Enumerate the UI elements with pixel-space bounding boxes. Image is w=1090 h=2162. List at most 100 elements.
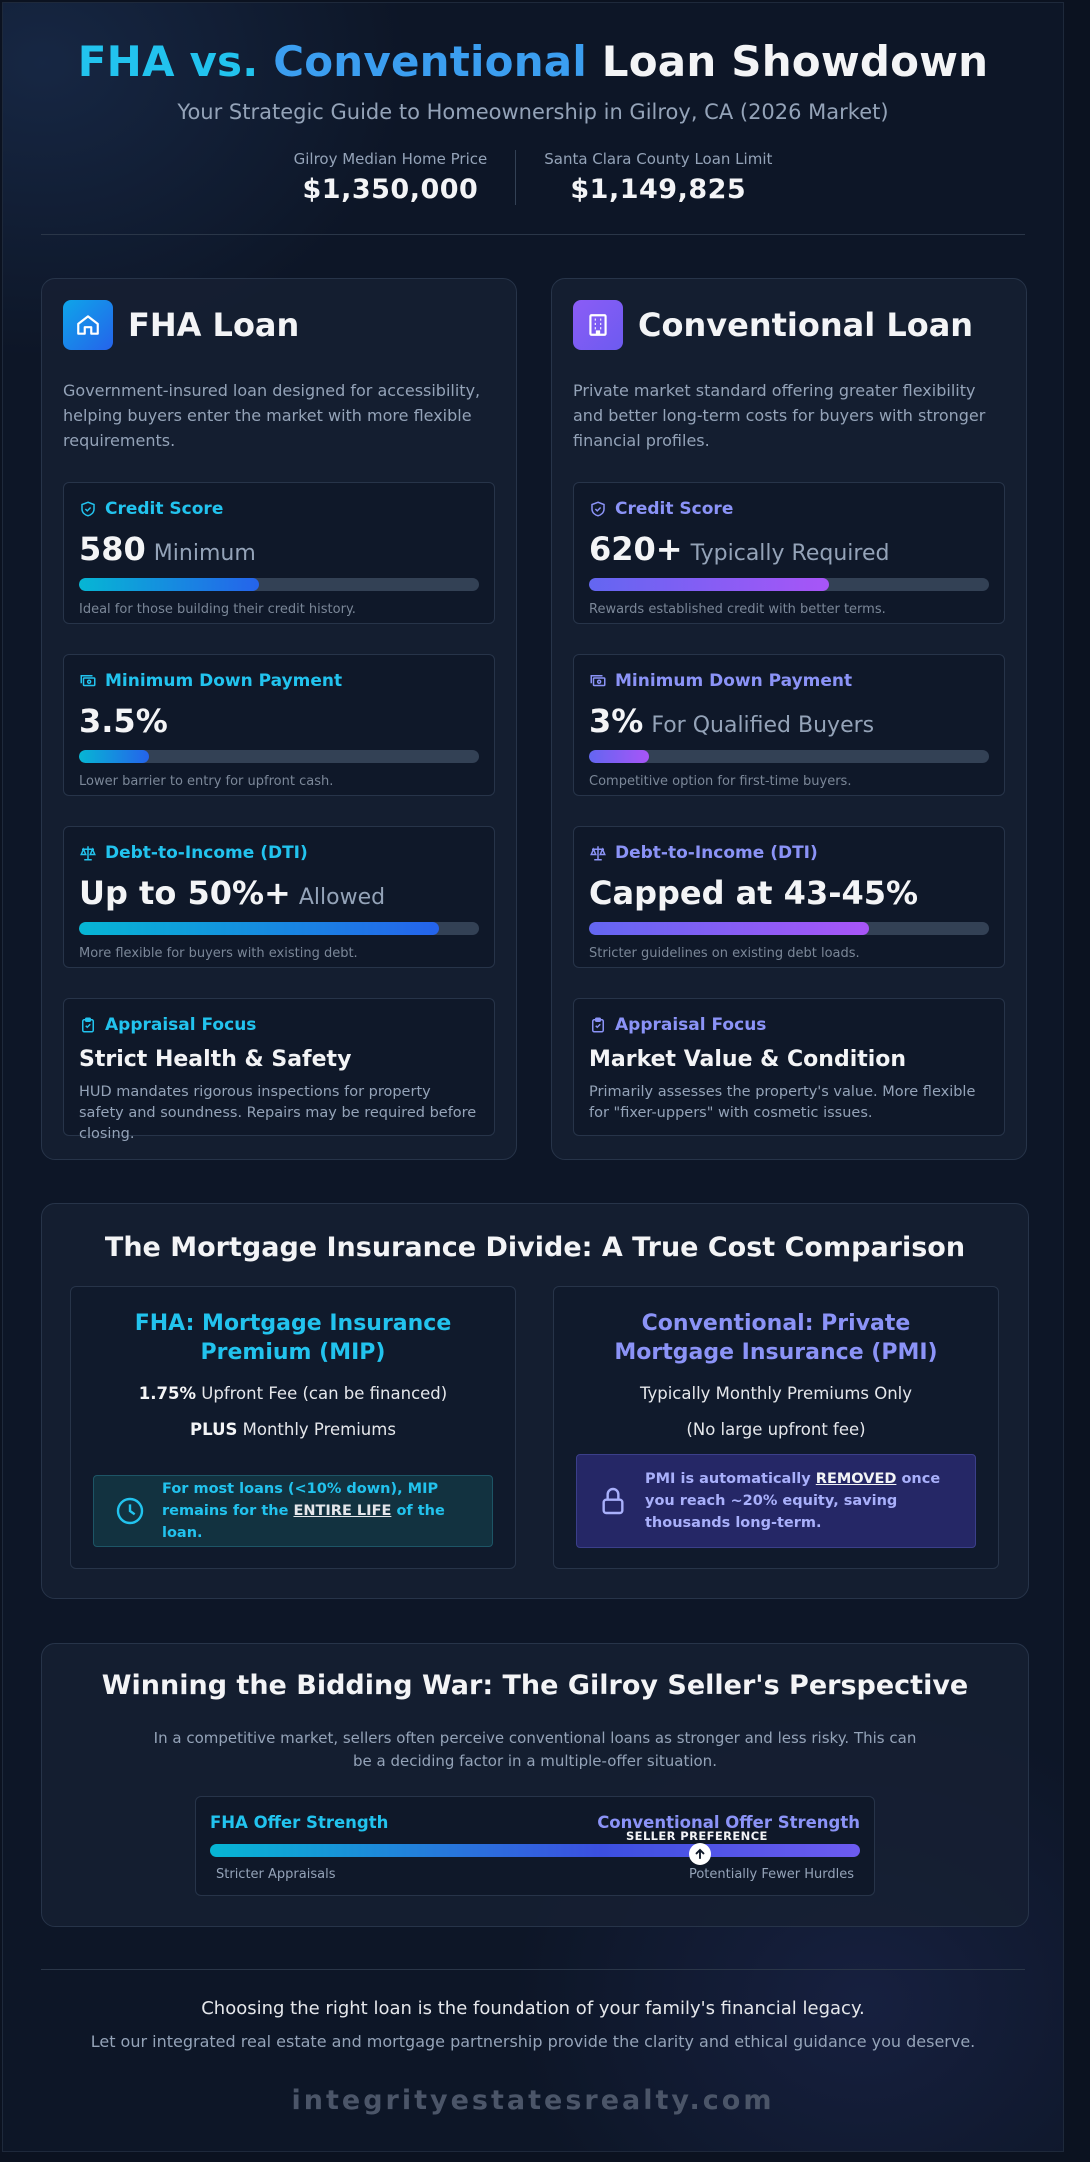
down-payment-bar — [79, 750, 479, 763]
metric-value: 3% For Qualified Buyers — [589, 703, 989, 744]
pmi-line-no-upfront: (No large upfront fee) — [686, 1420, 866, 1439]
metric-note: Stricter guidelines on existing debt loa… — [589, 946, 860, 961]
pmi-callout-b: once you reach ~20% equity, saving thous… — [645, 1471, 941, 1531]
scale-icon — [590, 846, 606, 861]
bidding-panel: Winning the Bidding War: The Gilroy Sell… — [41, 1643, 1029, 1927]
metric-value-text: 620+ — [589, 530, 683, 568]
appraisal-description: Primarily assesses the property's value.… — [589, 1084, 976, 1121]
metric-note: Rewards established credit with better t… — [589, 602, 886, 617]
metric-label: Minimum Down Payment — [79, 671, 479, 691]
pmi-callout-text: PMI is automatically REMOVED once you re… — [645, 1468, 955, 1534]
arrow-up-icon — [695, 1848, 705, 1860]
metric-note: Competitive option for first-time buyers… — [589, 774, 852, 789]
conventional-heading: Conventional Loan — [573, 300, 973, 350]
header: FHA vs. Conventional Loan Showdown Your … — [3, 3, 1063, 205]
down-payment-bar-fill — [589, 750, 649, 763]
metric-label-text: Appraisal Focus — [105, 1015, 257, 1035]
metric-label: Debt-to-Income (DTI) — [79, 843, 479, 863]
metric-label-text: Minimum Down Payment — [105, 671, 343, 691]
metric-suffix: Typically Required — [690, 541, 890, 566]
pmi-callout: PMI is automatically REMOVED once you re… — [576, 1454, 976, 1548]
strength-track — [210, 1844, 860, 1857]
down-payment-bar — [589, 750, 989, 763]
conventional-strength-label: Conventional Offer Strength — [597, 1813, 860, 1832]
metric-label-text: Minimum Down Payment — [615, 671, 853, 691]
fha-description: Government-insured loan designed for acc… — [63, 381, 481, 450]
mip-line-monthly: PLUS Monthly Premiums — [71, 1420, 515, 1439]
stat-median-price: Gilroy Median Home Price $1,350,000 — [266, 150, 516, 205]
dti-bar-fill — [589, 922, 869, 935]
metric-label: Appraisal Focus — [79, 1015, 479, 1035]
fha-column: FHA Loan Government-insured loan designe… — [41, 278, 517, 1160]
stat-value: $1,350,000 — [302, 174, 479, 205]
mip-callout-emphasis: ENTIRE LIFE — [293, 1503, 392, 1519]
conventional-credit-card: Credit Score 620+ Typically Required Rewa… — [573, 482, 1005, 624]
mip-title: FHA: Mortgage Insurance Premium (MIP) — [134, 1311, 452, 1365]
metric-label-text: Credit Score — [105, 499, 224, 519]
fha-strength-label: FHA Offer Strength — [210, 1813, 389, 1832]
mip-plus: PLUS — [190, 1420, 238, 1439]
seller-preference-marker — [689, 1843, 711, 1865]
metric-note: More flexible for buyers with existing d… — [79, 946, 358, 961]
clipboard-check-icon — [592, 1017, 604, 1033]
page-title: FHA vs. Conventional Loan Showdown — [3, 37, 1063, 86]
metric-label: Appraisal Focus — [589, 1015, 989, 1035]
website-link[interactable]: integrityestatesrealty.com — [291, 2085, 775, 2116]
seller-preference-tag: SELLER PREFERENCE — [626, 1829, 768, 1843]
mip-upfront-text: Upfront Fee (can be financed) — [201, 1384, 448, 1403]
scale-icon — [80, 846, 96, 861]
metric-value: 580 Minimum — [79, 531, 479, 572]
metric-value: 3.5% — [79, 703, 479, 744]
appraisal-description: HUD mandates rigorous inspections for pr… — [79, 1084, 477, 1142]
fha-mip-card: FHA: Mortgage Insurance Premium (MIP) 1.… — [70, 1286, 516, 1569]
credit-bar — [589, 578, 989, 591]
divider — [41, 234, 1025, 235]
credit-bar-fill — [79, 578, 259, 591]
conventional-down-payment-card: Minimum Down Payment 3% For Qualified Buy… — [573, 654, 1005, 796]
pmi-callout-a: PMI is automatically — [645, 1471, 811, 1487]
bidding-description: In a competitive market, sellers often p… — [153, 1729, 917, 1770]
metric-label-text: Credit Score — [615, 499, 734, 519]
footer-tagline: Choosing the right loan is the foundatio… — [201, 1998, 865, 2019]
metric-label-text: Appraisal Focus — [615, 1015, 767, 1035]
pmi-callout-emphasis: REMOVED — [815, 1471, 897, 1487]
metric-value: Capped at 43-45% — [589, 875, 989, 916]
stat-value: $1,149,825 — [570, 174, 747, 205]
metric-label: Minimum Down Payment — [589, 671, 989, 691]
metric-label-text: Debt-to-Income (DTI) — [615, 843, 818, 863]
metric-suffix: Minimum — [153, 541, 256, 566]
metric-value: Up to 50%+ Allowed — [79, 875, 479, 916]
metric-label: Debt-to-Income (DTI) — [589, 843, 989, 863]
metric-note: Ideal for those building their credit hi… — [79, 602, 356, 617]
conventional-pmi-card: Conventional: Private Mortgage Insurance… — [553, 1286, 999, 1569]
mip-callout-b: of the loan. — [162, 1503, 445, 1541]
divider — [41, 1969, 1025, 1970]
down-payment-bar-fill — [79, 750, 149, 763]
metric-label: Credit Score — [79, 499, 479, 519]
market-stats: Gilroy Median Home Price $1,350,000 Sant… — [3, 150, 1063, 205]
metric-value-text: 580 — [79, 530, 146, 568]
infographic-page: FHA vs. Conventional Loan Showdown Your … — [2, 2, 1064, 2152]
pmi-line-monthly: Typically Monthly Premiums Only — [639, 1384, 913, 1403]
cash-icon — [80, 675, 96, 687]
building-icon — [573, 300, 623, 350]
conventional-strength-sub: Potentially Fewer Hurdles — [688, 1867, 854, 1882]
metric-value: 620+ Typically Required — [589, 531, 989, 572]
mip-upfront-rate: 1.75% — [138, 1384, 197, 1403]
conventional-title: Conventional Loan — [638, 306, 974, 344]
metric-suffix: For Qualified Buyers — [651, 713, 875, 738]
dti-bar — [79, 922, 479, 935]
cash-icon — [590, 675, 606, 687]
metric-value-text: Up to 50%+ — [79, 874, 291, 912]
title-fha: FHA vs. — [77, 37, 259, 86]
stat-label: Gilroy Median Home Price — [293, 150, 488, 168]
metric-value-text: Capped at 43-45% — [589, 874, 919, 912]
footer: Choosing the right loan is the foundatio… — [3, 1998, 1063, 2116]
fha-title: FHA Loan — [128, 306, 300, 344]
metric-label-text: Debt-to-Income (DTI) — [105, 843, 308, 863]
fha-heading: FHA Loan — [63, 300, 299, 350]
title-conventional: Conventional — [273, 37, 587, 86]
credit-bar — [79, 578, 479, 591]
mip-line-upfront: 1.75% Upfront Fee (can be financed) — [71, 1384, 515, 1403]
page-subtitle: Your Strategic Guide to Homeownership in… — [177, 100, 889, 124]
